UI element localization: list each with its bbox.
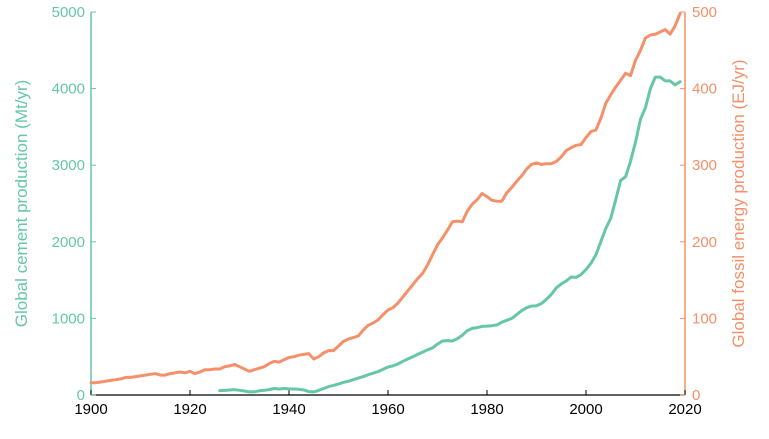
x-tick-label: 1900 (74, 401, 107, 418)
y-right-tick-label: 400 (692, 81, 717, 98)
x-tick-label: 2000 (569, 401, 602, 418)
x-tick-label: 1960 (371, 401, 404, 418)
y-left-tick-label: 1000 (52, 310, 85, 327)
y-axis-left-title: Global cement production (Mt/yr) (12, 80, 31, 328)
y-left-tick-label: 4000 (52, 81, 85, 98)
x-tick-label: 2020 (668, 401, 701, 418)
tick-labels: 1900 1920 1940 1960 1980 2000 2020010002000300… (52, 4, 717, 418)
y-left-tick-label: 3000 (52, 157, 85, 174)
y-axis-right-title: Global fossil energy production (EJ/yr) (729, 59, 748, 347)
y-right-tick-label: 0 (692, 387, 700, 404)
x-tick-label: 1980 (470, 401, 503, 418)
y-right-tick-label: 200 (692, 234, 717, 251)
series-line-energy (89, 12, 682, 385)
x-tick-label: 1920 (173, 401, 206, 418)
y-right-tick-label: 300 (692, 157, 717, 174)
y-left-tick-label: 0 (77, 387, 85, 404)
axes (90, 11, 686, 396)
series-line-cement (218, 75, 682, 394)
y-right-tick-label: 500 (692, 4, 717, 21)
y-left-tick-label: 5000 (52, 4, 85, 21)
series-lines (89, 12, 682, 394)
y-right-tick-label: 100 (692, 310, 717, 327)
x-tick-label: 1940 (272, 401, 305, 418)
y-left-tick-label: 2000 (52, 234, 85, 251)
